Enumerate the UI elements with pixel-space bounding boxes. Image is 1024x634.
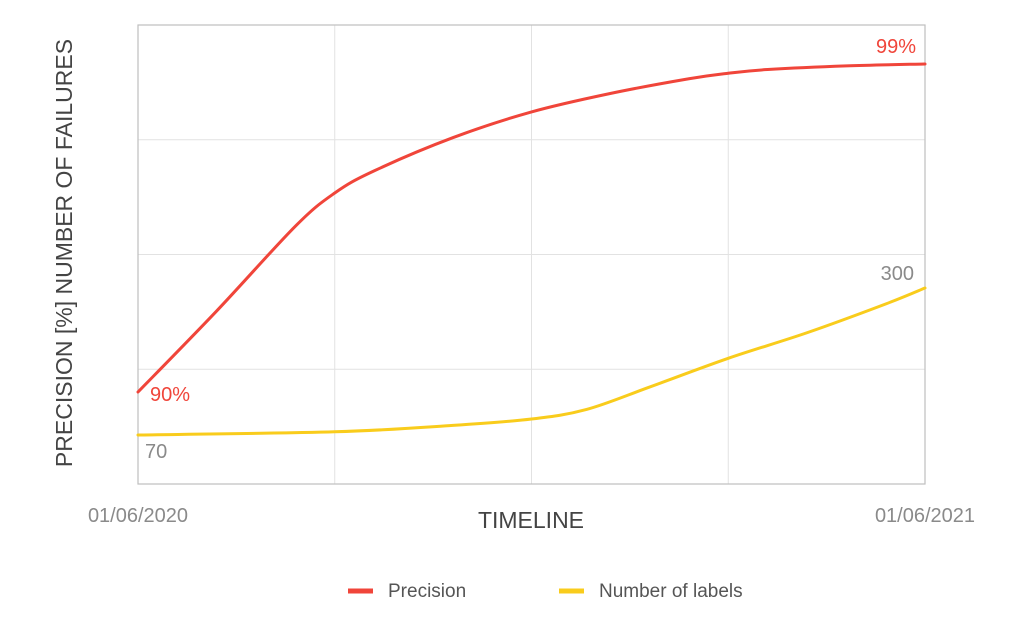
chart-grid — [137, 24, 926, 485]
legend-precision-label: Precision — [388, 581, 466, 602]
x-axis-title: TIMELINE — [478, 507, 584, 533]
legend: Precision Number of labels — [348, 581, 743, 602]
plot-frame — [137, 24, 926, 485]
series-lines — [136, 62, 927, 437]
legend-number-of-labels-label: Number of labels — [599, 581, 743, 602]
x-tick-label-start: 01/06/2020 — [88, 505, 188, 527]
precision-end-label: 99% — [876, 36, 916, 58]
series-line-number-of-labels — [136, 286, 927, 437]
x-tick-label-end: 01/06/2021 — [875, 505, 975, 527]
labels-start-label: 70 — [145, 441, 167, 463]
series-line-precision — [136, 62, 927, 394]
labels-end-label: 300 — [881, 263, 914, 285]
precision-start-label: 90% — [150, 384, 190, 406]
y-axis-title: PRECISION [%] NUMBER OF FAILURES — [51, 39, 77, 467]
